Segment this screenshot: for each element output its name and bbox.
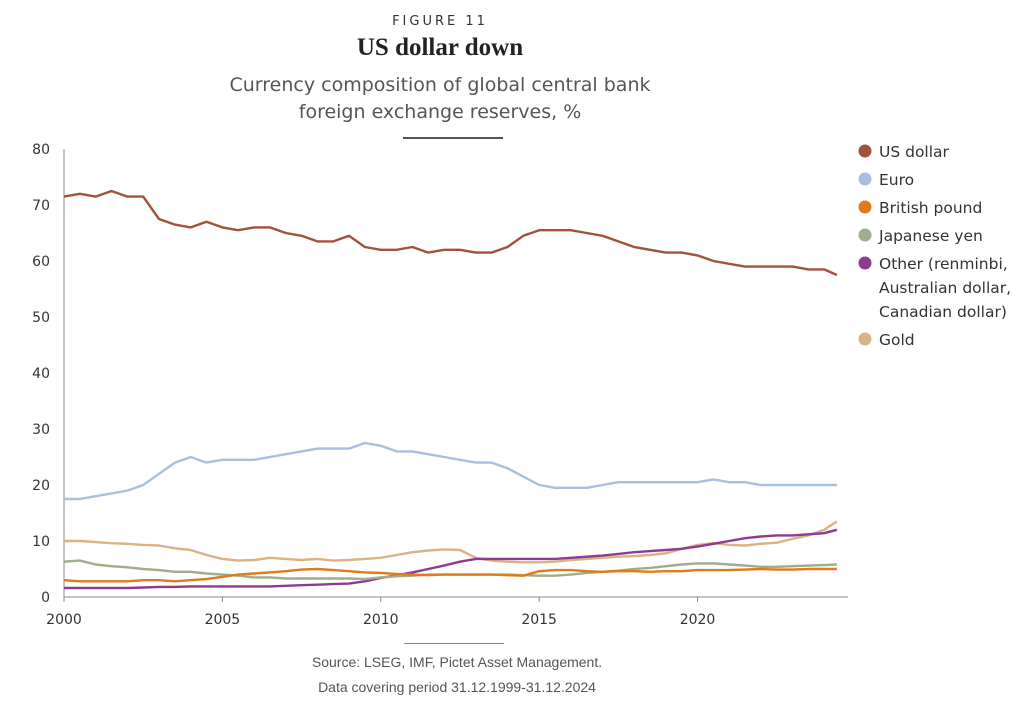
x-tick-label: 2020	[680, 612, 716, 628]
x-tick-label: 2005	[205, 612, 241, 628]
legend-label-1: Euro	[879, 171, 914, 189]
series-line-1	[64, 441, 837, 501]
legend-label-4: Canadian dollar)	[879, 303, 1007, 321]
series-line-0	[63, 189, 838, 277]
title-divider	[403, 137, 503, 139]
y-tick-label: 30	[32, 422, 50, 438]
x-tick-label: 2015	[521, 612, 557, 628]
y-tick-label: 80	[32, 142, 50, 158]
legend-marker-1	[858, 172, 872, 186]
y-tick-label: 0	[41, 590, 50, 606]
legend-label-4: Australian dollar,	[879, 279, 1011, 297]
y-tick-label: 60	[32, 254, 50, 270]
legend-marker-0	[858, 144, 872, 158]
legend-marker-4	[858, 256, 872, 270]
source-divider	[404, 643, 504, 644]
line-chart: 0 10 20 30 40 50 60 70 80 2000 2005 2010 2015 2020 US …	[32, 142, 1011, 628]
series-line-2	[63, 567, 837, 583]
y-tick-label: 10	[32, 534, 50, 550]
legend-marker-3	[858, 228, 872, 242]
legend-label-4: Other (renminbi,	[879, 255, 1008, 273]
chart-subtitle-line1: Currency composition of global central b…	[229, 74, 651, 96]
y-tick-label: 40	[32, 366, 50, 382]
source-note: Source: LSEG, IMF, Pictet Asset Manageme…	[311, 654, 603, 670]
x-tick-label: 2000	[46, 612, 82, 628]
legend-label-5: Gold	[879, 331, 915, 349]
legend-label-3: Japanese yen	[878, 227, 983, 245]
y-tick-label: 50	[32, 310, 50, 326]
legend-label-2: British pound	[879, 199, 982, 217]
series-line-4	[64, 528, 838, 590]
chart-subtitle-line2: foreign exchange reserves, %	[298, 101, 582, 123]
y-tick-label: 20	[32, 478, 50, 494]
y-tick-label: 70	[32, 198, 50, 214]
legend-marker-2	[858, 200, 872, 214]
legend-marker-5	[858, 332, 872, 346]
legend-label-0: US dollar	[879, 143, 950, 161]
x-tick-label: 2010	[363, 612, 399, 628]
figure-label: FIGURE 11	[392, 14, 488, 29]
chart-title: US dollar down	[356, 34, 524, 61]
data-period-note: Data covering period 31.12.1999-31.12.20…	[318, 679, 596, 695]
